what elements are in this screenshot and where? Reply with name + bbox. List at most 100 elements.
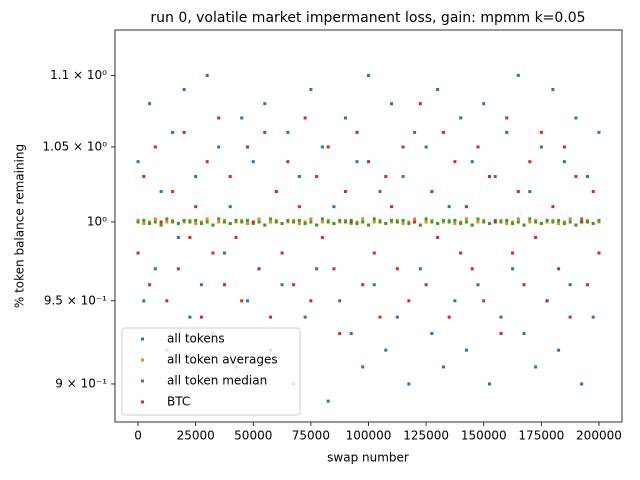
point — [165, 220, 169, 224]
point — [522, 283, 526, 287]
point — [217, 220, 221, 224]
point — [153, 267, 157, 271]
point — [188, 315, 192, 319]
point — [171, 190, 175, 194]
point — [269, 217, 273, 221]
point — [401, 175, 405, 179]
point — [470, 160, 474, 164]
point — [303, 222, 307, 226]
point — [367, 73, 370, 77]
point — [246, 222, 250, 226]
chart-title: run 0, volatile market impermanent loss,… — [150, 10, 585, 26]
point — [205, 73, 209, 77]
point — [349, 218, 353, 222]
point — [487, 382, 491, 386]
point — [309, 217, 313, 221]
point — [263, 130, 267, 134]
point — [528, 190, 532, 194]
point — [372, 283, 376, 287]
point — [171, 130, 175, 134]
point — [194, 222, 198, 226]
point — [395, 218, 399, 222]
point — [390, 218, 394, 222]
point — [459, 251, 463, 255]
point — [292, 220, 296, 224]
point — [407, 222, 411, 226]
point — [326, 145, 330, 149]
point — [591, 222, 595, 226]
point — [505, 222, 509, 226]
y-tick-label: 1.05 × 10⁰ — [43, 139, 108, 153]
point — [171, 218, 175, 222]
point — [148, 283, 152, 287]
point — [574, 223, 578, 227]
point — [499, 220, 503, 224]
point — [165, 217, 169, 221]
point — [320, 235, 324, 239]
point — [441, 130, 445, 134]
point — [418, 223, 422, 227]
point — [534, 365, 538, 369]
point — [280, 222, 284, 226]
point — [274, 218, 278, 222]
point — [511, 267, 515, 271]
point — [430, 190, 434, 194]
point — [303, 220, 307, 224]
point — [148, 222, 152, 226]
x-tick-label: 75000 — [292, 429, 330, 443]
point — [464, 217, 468, 221]
point — [228, 175, 232, 179]
point — [343, 218, 347, 222]
point — [194, 175, 198, 179]
point — [390, 102, 394, 106]
point — [424, 217, 428, 221]
point — [534, 218, 538, 222]
point — [390, 220, 394, 224]
x-tick-label: 125000 — [403, 429, 449, 443]
point — [551, 205, 555, 209]
y-tick-label: 10⁰ — [87, 214, 107, 228]
point — [234, 235, 238, 239]
point — [228, 205, 232, 209]
point — [464, 220, 468, 224]
point — [349, 220, 353, 224]
point — [326, 220, 330, 224]
point — [528, 160, 532, 164]
y-axis-label: % token balance remaining — [13, 144, 27, 308]
point — [407, 382, 411, 386]
point — [436, 87, 440, 91]
point — [194, 205, 198, 209]
point — [246, 145, 250, 149]
point — [222, 220, 226, 224]
point — [511, 222, 515, 226]
point — [499, 315, 503, 319]
point — [585, 175, 589, 179]
point — [539, 130, 543, 134]
point — [447, 220, 451, 224]
point — [413, 220, 417, 224]
point — [476, 145, 480, 149]
point — [205, 220, 209, 224]
point — [315, 223, 319, 227]
point — [355, 130, 359, 134]
point — [257, 267, 261, 271]
x-tick-label: 50000 — [234, 429, 272, 443]
point — [516, 217, 520, 221]
point — [557, 222, 561, 226]
point — [153, 217, 157, 221]
point — [240, 218, 244, 222]
point — [453, 160, 457, 164]
point — [418, 102, 422, 106]
point — [251, 222, 255, 226]
point — [361, 283, 365, 287]
point — [205, 160, 209, 164]
point — [424, 283, 428, 287]
point — [338, 220, 342, 224]
legend-box — [121, 327, 301, 416]
point — [257, 220, 261, 224]
point — [413, 217, 417, 221]
point — [545, 299, 549, 303]
point — [205, 217, 209, 221]
point — [159, 220, 163, 224]
point — [522, 223, 526, 227]
